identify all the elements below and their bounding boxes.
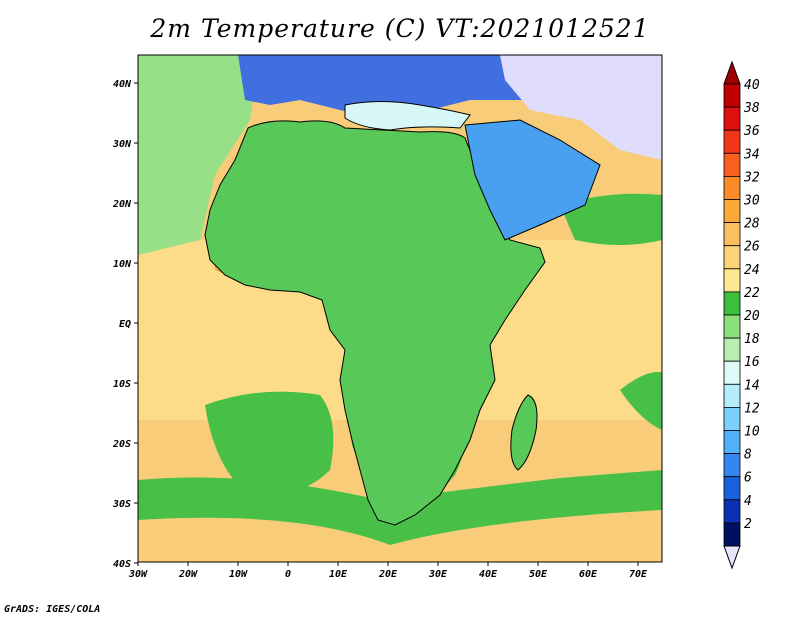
colorbar-label: 36 xyxy=(743,124,760,139)
x-tick-label: 0 xyxy=(285,569,291,580)
asia-land xyxy=(500,55,662,160)
ocean-cool-indian xyxy=(560,193,662,245)
colorbar-cell xyxy=(723,406,741,431)
colorbar-label: 6 xyxy=(744,471,752,486)
x-tick-label: 30W xyxy=(128,569,148,580)
colorbar-cell xyxy=(723,499,741,524)
colorbar-label: 14 xyxy=(744,378,760,393)
colorbar-cell xyxy=(723,199,741,224)
colorbar-label: 28 xyxy=(744,217,760,232)
colorbar-bottom-arrow xyxy=(723,545,741,570)
colorbar-cell xyxy=(723,453,741,478)
colorbar-cell xyxy=(723,337,741,362)
colorbar-label: 32 xyxy=(743,170,760,185)
latitude-axis: 40N 30N 20N 10N EQ 10S 20S 30S 40S xyxy=(112,79,138,570)
colorbar-label: 34 xyxy=(743,147,760,162)
x-tick-label: 10W xyxy=(229,569,248,580)
x-tick-label: 20W xyxy=(178,569,198,580)
colorbar-label: 4 xyxy=(744,494,752,509)
colorbar-label: 20 xyxy=(744,309,760,324)
colorbar-cell xyxy=(723,222,741,247)
longitude-axis: 30W 20W 10W 0 10E 20E 30E 40E 50E 60E 70E xyxy=(128,562,648,580)
x-tick-label: 30E xyxy=(428,569,448,580)
colorbar-cell xyxy=(723,314,741,339)
colorbar-cell xyxy=(723,430,741,455)
x-tick-label: 70E xyxy=(629,569,648,580)
y-tick-label: 30S xyxy=(112,499,131,510)
y-tick-label: 10S xyxy=(113,379,131,390)
colorbar-cell xyxy=(723,383,741,408)
colorbar-cell xyxy=(723,268,741,293)
y-tick-label: EQ xyxy=(119,319,131,330)
y-tick-label: 10N xyxy=(113,259,132,270)
x-tick-label: 20E xyxy=(378,569,398,580)
map-frame xyxy=(137,54,663,563)
x-tick-label: 60E xyxy=(579,569,598,580)
colorbar-cell xyxy=(723,83,741,108)
colorbar-label: 40 xyxy=(744,78,760,93)
colorbar-label: 8 xyxy=(744,448,752,463)
ocean-cool-south-atlantic xyxy=(205,391,334,496)
ocean-cool-north xyxy=(138,55,260,255)
colorbar-cell xyxy=(723,360,741,385)
colorbar-cell xyxy=(723,522,741,547)
colorbar-label: 30 xyxy=(743,194,760,209)
colorbar-label: 22 xyxy=(744,286,760,301)
colorbar-cell xyxy=(723,476,741,501)
x-tick-label: 10E xyxy=(329,569,348,580)
y-tick-label: 20S xyxy=(112,439,131,450)
colorbar-label: 24 xyxy=(744,263,760,278)
colorbar-label: 38 xyxy=(743,101,760,116)
x-tick-label: 40E xyxy=(479,569,498,580)
colorbar-cell xyxy=(723,245,741,270)
colorbar-label: 26 xyxy=(744,240,760,255)
map-title: 2m Temperature (C) VT:2021012521 xyxy=(150,14,650,43)
colorbar-label: 16 xyxy=(744,355,760,370)
colorbar-label: 18 xyxy=(744,332,760,347)
colorbar-cell xyxy=(723,175,741,200)
colorbar-top-arrow xyxy=(723,60,741,85)
colorbar-cell xyxy=(723,106,741,131)
y-tick-label: 40N xyxy=(113,79,132,90)
map-plot-area xyxy=(138,55,662,562)
colorbar-label: 2 xyxy=(744,517,752,532)
y-tick-label: 20N xyxy=(112,199,132,210)
colorbar-cell xyxy=(723,291,741,316)
y-tick-label: 40S xyxy=(113,559,131,570)
colorbar-label: 12 xyxy=(744,401,760,416)
y-tick-label: 30N xyxy=(112,139,132,150)
ocean-mid-south xyxy=(138,510,662,562)
colorbar: 40 38 36 34 32 30 28 26 24 22 20 18 16 14 12 10 8 6 4 2 xyxy=(723,60,760,570)
colorbar-cell xyxy=(723,129,741,154)
x-tick-label: 50E xyxy=(529,569,548,580)
footer-credit: GrADS: IGES/COLA xyxy=(4,604,101,615)
ocean-cool-indian-east xyxy=(620,371,662,430)
colorbar-cell xyxy=(723,152,741,177)
colorbar-label: 10 xyxy=(744,425,760,440)
